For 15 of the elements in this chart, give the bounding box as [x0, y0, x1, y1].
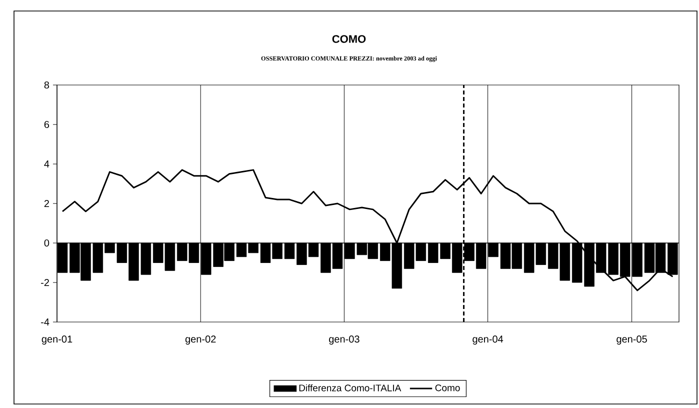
x-tick-label: gen-02: [185, 336, 216, 345]
y-tick-label: 0: [44, 239, 50, 247]
legend-label: Differenza Como-ITALIA: [299, 384, 402, 392]
x-tick-label: gen-03: [329, 336, 360, 345]
y-tick-label: 4: [44, 160, 50, 168]
y-tick-label: 2: [44, 200, 49, 207]
chart-title: COMO: [332, 35, 366, 43]
x-tick-label: gen-05: [616, 336, 647, 345]
y-tick-label: 8: [44, 81, 50, 89]
y-tick-label: 6: [44, 120, 50, 128]
legend-label: Como: [435, 384, 460, 392]
x-tick-label: gen-01: [42, 336, 72, 345]
y-tick-label: -4: [41, 318, 50, 326]
y-tick-label: -2: [41, 279, 49, 286]
x-tick-label: gen-04: [472, 336, 504, 345]
